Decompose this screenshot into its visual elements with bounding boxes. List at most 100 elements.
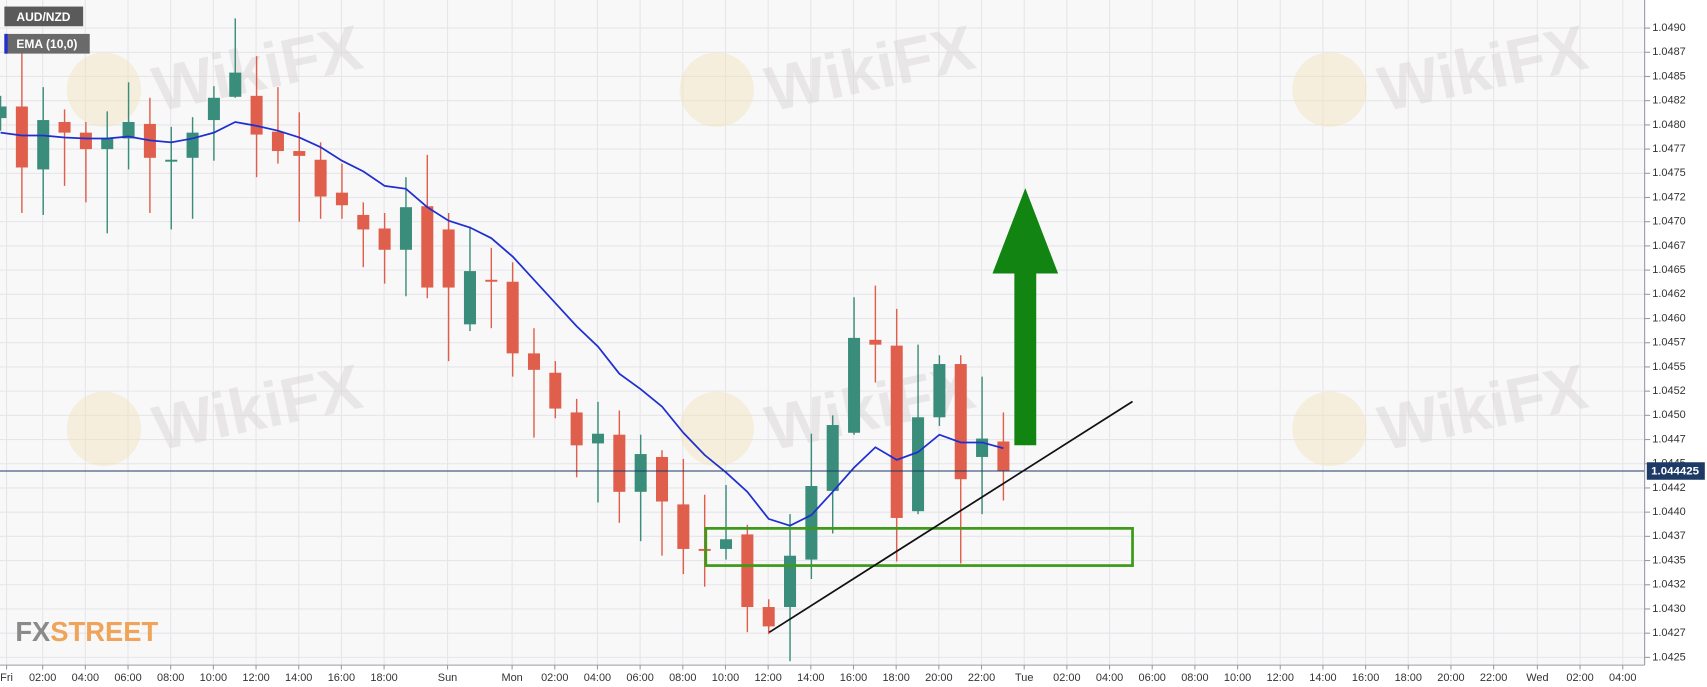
legend-swatch: [4, 33, 8, 54]
candle-body: [591, 433, 605, 444]
x-tick-label: 10:00: [1224, 672, 1251, 684]
y-tick-label: 1.0432: [1652, 579, 1685, 591]
candle-body: [0, 106, 7, 119]
candle-body: [357, 214, 370, 230]
x-tick-label: 10:00: [200, 672, 227, 684]
up-arrow: [992, 188, 1059, 446]
y-tick-label: 1.0462: [1652, 288, 1685, 300]
candle-body: [271, 131, 284, 152]
x-tick-label: 12:00: [754, 672, 781, 684]
x-tick-label: Tue: [1015, 672, 1033, 684]
x-tick-label: 06:00: [114, 672, 141, 684]
candle-body: [762, 607, 775, 627]
candle-body: [229, 72, 242, 97]
x-tick-label: 20:00: [925, 672, 952, 684]
x-tick-label: 18:00: [1395, 672, 1422, 684]
y-tick-label: 1.0442: [1652, 482, 1685, 494]
symbol-box: [4, 6, 84, 27]
candle-body: [378, 228, 391, 250]
candle-body: [890, 345, 903, 518]
y-tick-label: 1.0460: [1652, 312, 1685, 324]
x-tick-label: 04:00: [1609, 672, 1636, 684]
y-tick-label: 1.0447: [1652, 433, 1685, 445]
candle-body: [912, 417, 925, 512]
candle-body: [997, 441, 1010, 471]
x-tick-label: 08:00: [669, 672, 696, 684]
x-tick-label: 04:00: [584, 672, 611, 684]
candle-body: [399, 207, 412, 250]
y-tick-label: 1.0485: [1652, 70, 1685, 82]
x-tick-label: 14:00: [285, 672, 312, 684]
x-tick-label: Mon: [501, 672, 522, 684]
y-tick-label: 1.0467: [1652, 240, 1685, 252]
x-tick-label: 16:00: [328, 672, 355, 684]
x-tick-label: 02:00: [541, 672, 568, 684]
candle-body: [421, 206, 434, 288]
x-tick-label: 20:00: [1437, 672, 1464, 684]
candle-body: [314, 159, 327, 197]
watermark-icon: [1292, 52, 1367, 127]
y-tick-label: 1.0470: [1652, 216, 1685, 228]
candle-body: [485, 279, 498, 282]
x-tick-label: 14:00: [797, 672, 824, 684]
y-tick-label: 1.0480: [1652, 119, 1685, 131]
y-tick-label: 1.0477: [1652, 143, 1685, 155]
y-tick-label: 1.0425: [1652, 651, 1685, 663]
x-tick-label: 22:00: [968, 672, 995, 684]
candle-body: [207, 97, 220, 121]
y-tick-label: 1.0435: [1652, 554, 1685, 566]
legend-label: EMA (10,0): [16, 37, 77, 51]
candle-body: [58, 121, 71, 133]
logo-street: STREET: [50, 616, 158, 647]
watermark-icon: [66, 52, 142, 127]
candle-body: [720, 539, 733, 549]
marks: [0, 18, 1645, 662]
y-tick-label: 1.0427: [1652, 627, 1685, 639]
candle-body: [954, 364, 967, 480]
candle-body: [293, 151, 306, 156]
candle-body: [250, 95, 263, 135]
y-tick-label: 1.0487: [1652, 46, 1685, 58]
candle-body: [442, 229, 455, 288]
watermark-icon: [679, 391, 754, 467]
candle-body: [165, 159, 178, 162]
x-tick-label: 12:00: [242, 672, 269, 684]
y-tick-label: 1.0430: [1652, 603, 1685, 615]
last-price-box: [1646, 462, 1705, 480]
candle-body: [634, 454, 647, 492]
candle-body: [848, 337, 861, 433]
candle-body: [37, 120, 50, 170]
y-tick-label: 1.0457: [1652, 337, 1685, 349]
candle-body: [869, 339, 882, 345]
candle-body: [335, 192, 348, 206]
x-tick-label: 12:00: [1267, 672, 1294, 684]
y-tick-label: 1.0450: [1652, 409, 1685, 421]
candle-body: [79, 132, 92, 150]
logo: FXSTREET: [15, 616, 158, 647]
plot-background: [0, 0, 1645, 665]
x-tick-label: Sun: [438, 672, 457, 684]
watermark-icon: [66, 391, 142, 467]
candle-body: [570, 412, 583, 446]
x-tick-label: 02:00: [1053, 672, 1080, 684]
y-tick-label: 1.0452: [1652, 385, 1685, 397]
candle-body: [677, 504, 690, 549]
x-tick-label: 04:00: [1096, 672, 1123, 684]
y-tick-label: 1.0440: [1652, 506, 1685, 518]
y-tick-label: 1.0475: [1652, 167, 1685, 179]
support-box: [704, 527, 1134, 567]
candle-body: [805, 486, 818, 560]
y-tick-label: 1.0455: [1652, 361, 1685, 373]
candle-body: [655, 456, 669, 502]
candle-body: [933, 364, 946, 418]
candle-body: [527, 353, 541, 370]
x-tick-label: 04:00: [72, 672, 99, 684]
x-tick-label: 02:00: [1566, 672, 1593, 684]
x-tick-label: 16:00: [1352, 672, 1379, 684]
candle-body: [976, 438, 989, 457]
y-tick-label: 1.0490: [1652, 22, 1685, 34]
logo-fx: FX: [15, 616, 50, 647]
x-tick-label: Wed: [1526, 672, 1548, 684]
y-tick-label: 1.0482: [1652, 95, 1685, 107]
